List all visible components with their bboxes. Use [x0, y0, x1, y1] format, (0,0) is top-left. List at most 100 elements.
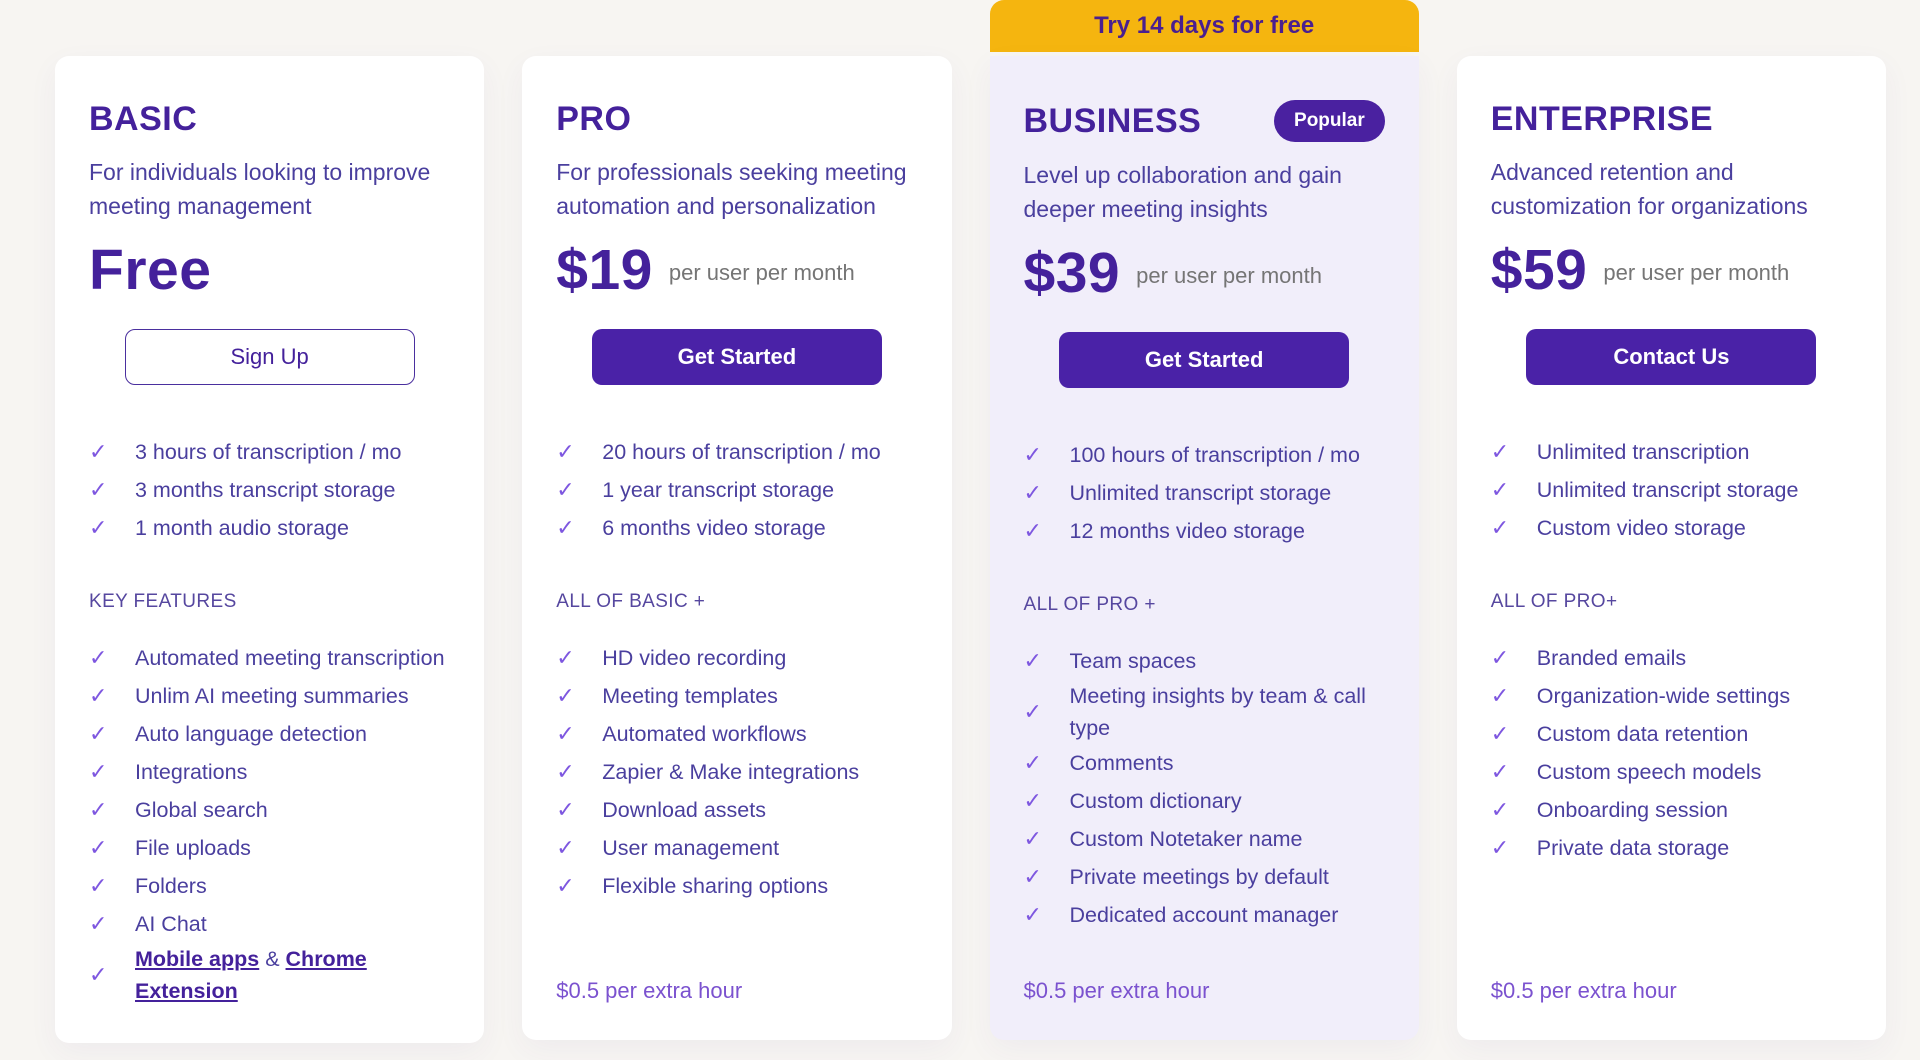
check-icon: ✓	[1023, 648, 1042, 673]
feature-label: Global search	[135, 798, 268, 822]
feature-item: ✓ Global search	[89, 791, 450, 829]
check-icon: ✓	[1023, 750, 1042, 775]
feature-link[interactable]: Mobile apps	[135, 947, 260, 971]
check-icon: ✓	[1490, 477, 1510, 502]
feature-list: ✓ Branded emails ✓ Organization-wide settin…	[1491, 639, 1852, 867]
check-icon: ✓	[1023, 864, 1042, 889]
check-icon: ✓	[89, 962, 108, 987]
feature-item: ✓ 1 year transcript storage	[556, 471, 917, 509]
check-icon: ✓	[89, 721, 108, 746]
cta-button-pro[interactable]: Get Started	[591, 329, 882, 385]
feature-list: ✓ Team spaces ✓ Meeting insights by team & …	[1024, 642, 1385, 934]
check-icon: ✓	[556, 515, 575, 540]
feature-label: 6 months video storage	[602, 516, 826, 540]
feature-item: ✓ Branded emails	[1491, 639, 1852, 677]
plan-card-business: BUSINESS Popular Level up collaboration an…	[989, 56, 1419, 1040]
check-icon: ✓	[1490, 835, 1510, 860]
plan-column-basic: BASIC For individuals looking to improve …	[55, 0, 485, 1043]
check-icon: ✓	[556, 721, 575, 746]
price-row: $39 per user per month	[1024, 238, 1385, 308]
check-icon: ✓	[1490, 797, 1510, 822]
feature-item: ✓ File uploads	[89, 829, 450, 867]
check-icon: ✓	[556, 477, 575, 502]
feature-label: Comments	[1069, 751, 1174, 775]
cta-button-business[interactable]: Get Started	[1059, 332, 1350, 388]
feature-label: Organization-wide settings	[1536, 684, 1791, 708]
column-spacer	[522, 0, 951, 56]
feature-item: ✓ Zapier & Make integrations	[556, 753, 917, 791]
feature-item: ✓ Dedicated account manager	[1024, 896, 1385, 934]
check-icon: ✓	[89, 645, 108, 670]
check-icon: ✓	[89, 759, 108, 784]
check-icon: ✓	[1490, 645, 1510, 670]
feature-item: ✓ User management	[556, 829, 917, 867]
check-icon: ✓	[1023, 480, 1042, 505]
price-suffix: per user per month	[1136, 263, 1322, 288]
feature-label: Custom data retention	[1536, 722, 1749, 746]
check-icon: ✓	[89, 873, 108, 898]
feature-item: ✓ Integrations	[89, 753, 450, 791]
feature-item: ✓ Mobile apps & Chrome Extension	[89, 943, 450, 1007]
column-spacer	[1457, 0, 1886, 56]
price-row: $59 per user per month	[1491, 235, 1852, 305]
section-label: ALL OF PRO+	[1490, 591, 1618, 612]
feature-text-part: &	[259, 947, 286, 971]
price-amount: $59	[1490, 238, 1588, 302]
feature-label: Dedicated account manager	[1069, 903, 1339, 927]
check-icon: ✓	[556, 439, 575, 464]
feature-item: ✓ Meeting templates	[556, 677, 917, 715]
feature-item: ✓ Organization-wide settings	[1491, 677, 1852, 715]
feature-item: ✓ 1 month audio storage	[89, 509, 450, 547]
price-amount: Free	[89, 238, 212, 302]
feature-label: Meeting templates	[602, 684, 778, 708]
feature-item: ✓ 20 hours of transcription / mo	[556, 433, 917, 471]
feature-label: 1 month audio storage	[135, 516, 349, 540]
check-icon: ✓	[1490, 759, 1510, 784]
check-icon: ✓	[1490, 721, 1510, 746]
cta-button-basic[interactable]: Sign Up	[124, 329, 415, 385]
check-icon: ✓	[1023, 788, 1042, 813]
plan-card-header: ENTERPRISE	[1491, 100, 1852, 139]
feature-label: Unlimited transcript storage	[1536, 478, 1799, 502]
price-suffix: per user per month	[668, 260, 855, 285]
feature-label: File uploads	[135, 836, 251, 860]
feature-item: ✓ Custom data retention	[1491, 715, 1852, 753]
feature-item: ✓ 100 hours of transcription / mo	[1024, 436, 1385, 474]
feature-item: ✓ Unlimited transcription	[1491, 433, 1852, 471]
extra-hour-note: $0.5 per extra hour	[1490, 978, 1677, 1003]
feature-link[interactable]: Chrome Extension	[135, 947, 367, 1003]
feature-item: ✓ Comments	[1024, 744, 1385, 782]
feature-label: 3 months transcript storage	[135, 478, 396, 502]
section-label: ALL OF PRO +	[1023, 594, 1156, 615]
feature-item: ✓ Team spaces	[1024, 642, 1385, 680]
check-icon: ✓	[556, 873, 575, 898]
feature-item: ✓ Meeting insights by team & call type	[1024, 680, 1385, 744]
plan-card-pro: PRO For professionals seeking meeting aut…	[522, 56, 952, 1040]
feature-label: Custom Notetaker name	[1069, 827, 1303, 851]
check-icon: ✓	[1023, 518, 1042, 543]
feature-label: Onboarding session	[1536, 798, 1728, 822]
feature-label: Automated meeting transcription	[135, 646, 445, 670]
plan-description: Level up collaboration and gain deeper m…	[1023, 162, 1342, 222]
feature-label: Branded emails	[1536, 646, 1687, 670]
feature-label: Flexible sharing options	[602, 874, 829, 898]
feature-label: Meeting insights by team & call type	[1069, 684, 1366, 740]
feature-label: Zapier & Make integrations	[602, 760, 860, 784]
check-icon: ✓	[89, 477, 108, 502]
check-icon: ✓	[556, 797, 575, 822]
plan-title: BASIC	[89, 100, 198, 138]
cta-button-enterprise[interactable]: Contact Us	[1526, 329, 1817, 385]
check-icon: ✓	[1490, 439, 1510, 464]
feature-label: Unlimited transcript storage	[1069, 481, 1332, 505]
feature-label: Custom dictionary	[1069, 789, 1242, 813]
plan-title: ENTERPRISE	[1490, 100, 1714, 138]
check-icon: ✓	[89, 439, 108, 464]
feature-label: Unlim AI meeting summaries	[135, 684, 409, 708]
plan-card-header: BUSINESS Popular	[1024, 100, 1385, 142]
feature-item: ✓ 12 months video storage	[1024, 512, 1385, 550]
feature-label: Mobile apps & Chrome Extension	[135, 943, 450, 1007]
plan-card-basic: BASIC For individuals looking to improve …	[55, 56, 485, 1043]
plan-column-pro: PRO For professionals seeking meeting aut…	[522, 0, 952, 1040]
feature-label: Unlimited transcription	[1536, 440, 1750, 464]
